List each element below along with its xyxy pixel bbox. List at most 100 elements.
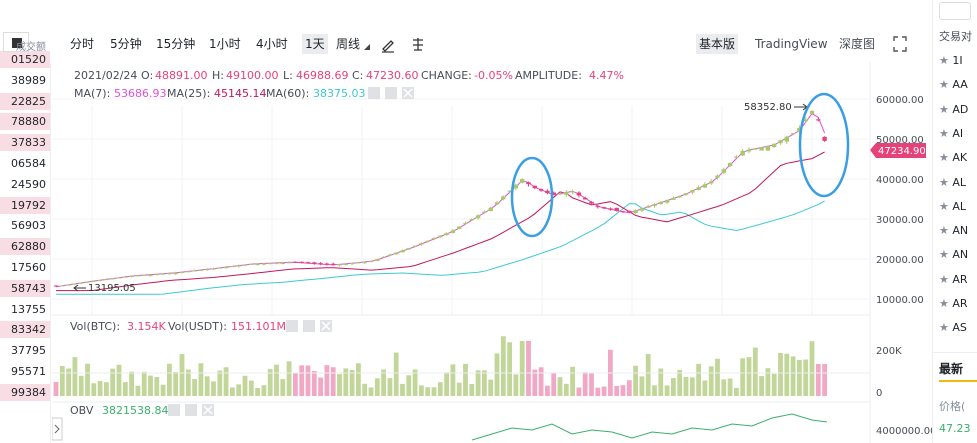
candle-body bbox=[186, 271, 191, 273]
orderbook-row[interactable]: 38989 bbox=[11, 73, 46, 87]
orderbook-row[interactable]: 58743 bbox=[0, 279, 50, 297]
volume-bar bbox=[551, 372, 557, 396]
vol-eye-icon[interactable] bbox=[286, 320, 298, 332]
market-pair-item[interactable]: ★ AN bbox=[939, 224, 968, 237]
info-o-label: O: bbox=[141, 69, 153, 82]
market-pair-item[interactable]: ★ AK bbox=[939, 151, 967, 164]
candle-body bbox=[91, 280, 96, 282]
ma-settings-icon[interactable] bbox=[385, 87, 397, 99]
market-pair-item[interactable]: ★ AI bbox=[939, 127, 963, 140]
interval-15m[interactable]: 15分钟 bbox=[156, 37, 196, 51]
orderbook-column: 01520 38989 22825 78880 37833 06584 24590 19792… bbox=[0, 28, 50, 443]
market-pair-item[interactable]: ★ AA bbox=[939, 78, 968, 91]
favorite-star-icon[interactable]: ★ bbox=[939, 248, 953, 262]
candle-body bbox=[312, 262, 317, 264]
favorite-star-icon[interactable]: ★ bbox=[939, 175, 953, 189]
interval-5m[interactable]: 5分钟 bbox=[110, 37, 142, 51]
candle-body bbox=[734, 156, 739, 158]
orderbook-row[interactable]: 99384 bbox=[0, 383, 50, 401]
orderbook-toggle-icon[interactable] bbox=[3, 32, 29, 52]
obv-value: 3821538.84 bbox=[102, 404, 168, 417]
market-search-input[interactable] bbox=[939, 2, 971, 20]
candle-body bbox=[545, 190, 550, 194]
candle-body bbox=[255, 263, 260, 266]
candle-body bbox=[343, 263, 348, 265]
draw-pencil-icon[interactable] bbox=[380, 34, 396, 54]
candle-body bbox=[110, 278, 115, 280]
view-tradingview[interactable]: TradingView bbox=[755, 37, 828, 51]
market-pair-item[interactable]: ★ AR bbox=[939, 273, 968, 286]
collapse-handle[interactable] bbox=[52, 417, 63, 441]
volume-bar bbox=[167, 363, 172, 396]
market-pair-item[interactable]: ★ AN bbox=[939, 248, 968, 261]
candle-body bbox=[104, 279, 109, 281]
orderbook-row[interactable]: 83342 bbox=[0, 321, 50, 339]
interval-more-icon[interactable] bbox=[362, 34, 372, 54]
orderbook-row[interactable]: 62880 bbox=[0, 238, 50, 256]
candle-body bbox=[797, 127, 802, 132]
favorite-star-icon[interactable]: ★ bbox=[939, 78, 953, 92]
candle-body bbox=[803, 119, 808, 122]
fullscreen-icon[interactable] bbox=[892, 34, 908, 54]
view-basic[interactable]: 基本版 bbox=[696, 34, 739, 54]
favorite-star-icon[interactable]: ★ bbox=[939, 297, 953, 310]
candle-body bbox=[160, 273, 166, 275]
orderbook-row[interactable]: 01520 bbox=[0, 51, 50, 68]
view-depth[interactable]: 深度图 bbox=[839, 37, 876, 51]
favorite-star-icon[interactable]: ★ bbox=[939, 321, 953, 335]
orderbook-row[interactable]: 13755 bbox=[11, 302, 46, 316]
volume-bar bbox=[582, 372, 588, 396]
market-pair-item[interactable]: ★ AD bbox=[939, 103, 968, 116]
market-pair-item[interactable]: ★ AS bbox=[939, 321, 967, 334]
favorite-star-icon[interactable]: ★ bbox=[939, 272, 953, 286]
candle-body bbox=[450, 230, 456, 233]
candle-body bbox=[211, 268, 216, 270]
market-pair-item[interactable]: ★ AR bbox=[939, 297, 968, 310]
market-pair-item[interactable]: ★ AL bbox=[939, 176, 966, 189]
candle-body bbox=[690, 190, 695, 193]
favorite-star-icon[interactable]: ★ bbox=[939, 54, 953, 67]
orderbook-row[interactable]: 56903 bbox=[11, 219, 46, 233]
market-pair-item[interactable]: ★ AL bbox=[939, 200, 966, 213]
favorite-star-icon[interactable]: ★ bbox=[939, 102, 953, 116]
interval-1h[interactable]: 1小时 bbox=[209, 37, 241, 51]
interval-1d[interactable]: 1天 bbox=[302, 34, 328, 54]
ma-eye-icon[interactable] bbox=[368, 87, 380, 99]
ma-controls bbox=[368, 87, 414, 99]
favorite-star-icon[interactable]: ★ bbox=[939, 126, 953, 140]
candle-body bbox=[60, 285, 65, 287]
orderbook-row[interactable]: 37833 bbox=[0, 134, 50, 152]
obv-eye-icon[interactable] bbox=[168, 404, 180, 416]
orderbook-row[interactable]: 95571 bbox=[11, 365, 46, 378]
interval-timeline[interactable]: 分时 bbox=[70, 37, 95, 51]
kline-chart[interactable]: 2021/02/24 O: 48891.00 H: 49100.00 L: 46… bbox=[52, 62, 932, 443]
candle-body bbox=[444, 233, 449, 236]
volume-bar bbox=[431, 387, 437, 396]
candle-body bbox=[501, 196, 506, 200]
candle-body bbox=[394, 252, 399, 255]
favorite-star-icon[interactable]: ★ bbox=[939, 151, 953, 165]
volume-bar bbox=[803, 359, 809, 396]
orderbook-row[interactable]: 06584 bbox=[11, 157, 46, 170]
indicator-icon[interactable] bbox=[410, 34, 426, 54]
orderbook-row[interactable]: 78880 bbox=[0, 113, 50, 131]
favorite-star-icon[interactable]: ★ bbox=[939, 199, 953, 213]
top-ticker-strip bbox=[0, 0, 930, 6]
volume-bar bbox=[500, 336, 506, 396]
orderbook-row[interactable]: 37795 bbox=[11, 344, 46, 358]
candle-body bbox=[293, 261, 298, 263]
vol-settings-icon[interactable] bbox=[303, 320, 315, 332]
favorite-star-icon[interactable]: ★ bbox=[939, 224, 953, 238]
candle-body bbox=[538, 188, 544, 191]
orderbook-row[interactable]: 22825 bbox=[0, 92, 50, 110]
volume-bar bbox=[305, 365, 311, 396]
interval-4h[interactable]: 4小时 bbox=[256, 37, 288, 51]
orderbook-row[interactable]: 19792 bbox=[0, 196, 50, 214]
orderbook-row[interactable]: 24590 bbox=[11, 177, 46, 191]
obv-settings-icon[interactable] bbox=[185, 404, 197, 416]
market-pair-item[interactable]: ★ 1I bbox=[939, 54, 963, 67]
volume-bar bbox=[507, 342, 512, 396]
interval-week[interactable]: 周线 bbox=[336, 37, 361, 51]
volume-bar bbox=[59, 366, 65, 396]
orderbook-row[interactable]: 17560 bbox=[11, 261, 46, 274]
